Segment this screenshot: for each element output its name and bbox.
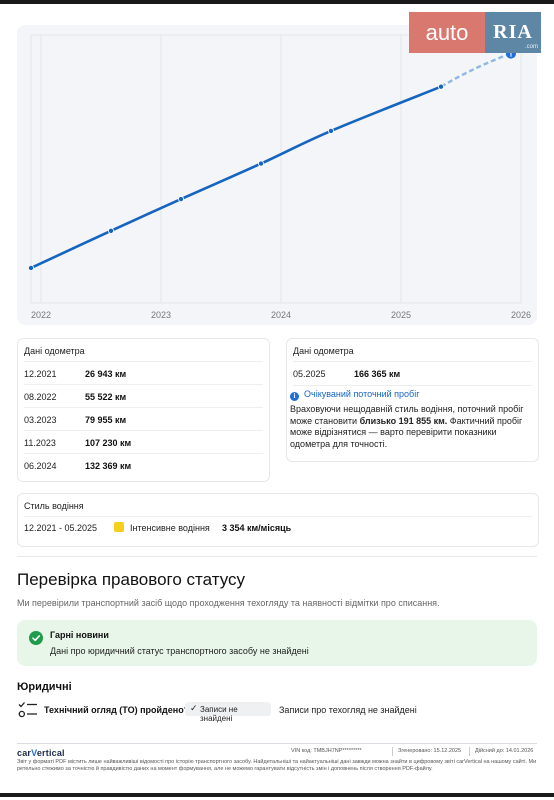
x-tick-label: 2022 [31, 310, 51, 320]
checklist-icon [18, 700, 38, 720]
divider [24, 516, 532, 517]
driving-style-value: 3 354 км/місяць [222, 523, 292, 533]
footer-disclaimer: Звіт у форматі PDF містить лише найважли… [17, 759, 537, 772]
odometer-date: 11.2023 [24, 438, 56, 448]
odometer-date: 12.2021 [24, 369, 57, 379]
odometer-card-left: Дані одометра 12.2021 26 943 км 08.2022 55… [17, 338, 270, 482]
odometer-row: 06.2024 132 369 км [24, 453, 263, 476]
driving-style-period: 12.2021 - 05.2025 [24, 523, 98, 533]
chart-plot-frame [30, 34, 522, 304]
records-badge: ✓ Записи не знайдені [185, 702, 271, 723]
intensity-indicator-icon [114, 522, 124, 532]
odometer-value: 26 943 км [85, 369, 127, 379]
x-tick-label: 2023 [151, 310, 171, 320]
odometer-value: 55 522 км [85, 392, 127, 402]
bottom-border [0, 793, 554, 797]
x-tick-label: 2026 [511, 310, 531, 320]
section-divider [17, 556, 537, 557]
expected-mileage-text: Враховуючи нещодавній стиль водіння, пот… [290, 404, 530, 450]
odometer-row: 08.2022 55 522 км [24, 384, 263, 407]
legal-section-heading: Юридичні [17, 681, 72, 693]
check-circle-icon [29, 631, 43, 645]
checkmark-icon: ✓ [190, 703, 198, 713]
info-icon: i [290, 392, 299, 401]
x-tick-label: 2025 [391, 310, 411, 320]
data-point [177, 196, 184, 203]
odometer-row: 05.2025 166 365 км [293, 361, 532, 384]
expected-mileage-value: близько 191 855 км. [359, 415, 448, 426]
odometer-date: 08.2022 [24, 392, 57, 402]
auto-ria-logo[interactable]: auto RIA .com [409, 12, 541, 53]
footer-divider [17, 743, 537, 744]
projected-mileage-line [440, 52, 512, 88]
odometer-card-right: Дані одометра 05.2025 166 365 км [286, 338, 539, 462]
odometer-row: 03.2023 79 955 км [24, 407, 263, 430]
mileage-chart-svg: 2022 2023 2024 2025 2026 i [27, 34, 531, 320]
logo-ria-text: RIA [493, 21, 533, 43]
data-point [27, 264, 34, 271]
footer-vin: VIN код: TMBJH7NP********* [291, 748, 362, 754]
records-badge-label: Записи не знайдені [200, 705, 238, 723]
odometer-left-title: Дані одометра [24, 346, 85, 356]
divider [293, 385, 532, 386]
odometer-value: 166 365 км [354, 369, 401, 379]
legal-status-subtitle: Ми перевірили транспортний засіб щодо пр… [17, 598, 440, 608]
odometer-row: 12.2021 26 943 км [24, 361, 263, 384]
legal-status-title: Перевірка правового статусу [17, 570, 246, 589]
inspection-question: Технічний огляд (ТО) пройдено? [44, 705, 190, 715]
brand-part-accent: V [31, 748, 37, 758]
odometer-row: 11.2023 107 230 км [24, 430, 263, 453]
odometer-date: 06.2024 [24, 461, 57, 471]
odometer-value: 79 955 км [85, 415, 127, 425]
data-point [437, 83, 444, 90]
footer-valid-until: Дійсний до: 14.01.2026 [475, 748, 534, 754]
brand-part: ertical [36, 748, 65, 758]
driving-style-label: Інтенсивне водіння [130, 523, 210, 533]
data-point [257, 160, 264, 167]
driving-style-title: Стиль водіння [24, 501, 84, 511]
top-border [0, 0, 554, 4]
mileage-series-line [29, 85, 443, 270]
driving-style-card: Стиль водіння 12.2021 - 05.2025 Інтенсив… [17, 493, 539, 547]
brand-part: car [17, 748, 32, 758]
footer-generated: Згенеровано: 15.12.2025 [398, 748, 462, 754]
good-news-text: Дані про юридичний статус транспортного … [50, 646, 309, 656]
expected-mileage-heading: i Очікуваний поточний пробіг [290, 389, 419, 401]
data-point [108, 227, 115, 234]
logo-ria-part: RIA .com [485, 12, 541, 53]
expected-mileage-title: Очікуваний поточний пробіг [304, 389, 420, 399]
data-point [327, 127, 334, 134]
footer-separator [392, 747, 393, 756]
footer-separator [469, 747, 470, 756]
odometer-right-title: Дані одометра [293, 346, 354, 356]
x-tick-label: 2024 [271, 310, 291, 320]
good-news-title: Гарні новини [50, 630, 109, 640]
odometer-value: 132 369 км [85, 461, 132, 471]
inspection-result: Записи про техогляд не знайдені [279, 705, 417, 715]
mileage-chart: 2022 2023 2024 2025 2026 i [17, 25, 537, 325]
odometer-value: 107 230 км [85, 438, 132, 448]
good-news-banner: Гарні новини Дані про юридичний статус т… [17, 620, 537, 666]
expected-text-part: Фактичний пробіг може відрізнятися — вар… [290, 415, 523, 449]
projected-point-info-glyph: i [510, 51, 512, 59]
expected-text-part: Враховуючи нещодавній стиль водіння, пот… [290, 404, 524, 426]
carvertical-logo[interactable]: carVertical [17, 748, 65, 758]
logo-com-suffix: .com [524, 44, 538, 50]
odometer-date: 05.2025 [293, 369, 326, 379]
odometer-date: 03.2023 [24, 415, 57, 425]
logo-auto-part: auto [409, 12, 485, 53]
